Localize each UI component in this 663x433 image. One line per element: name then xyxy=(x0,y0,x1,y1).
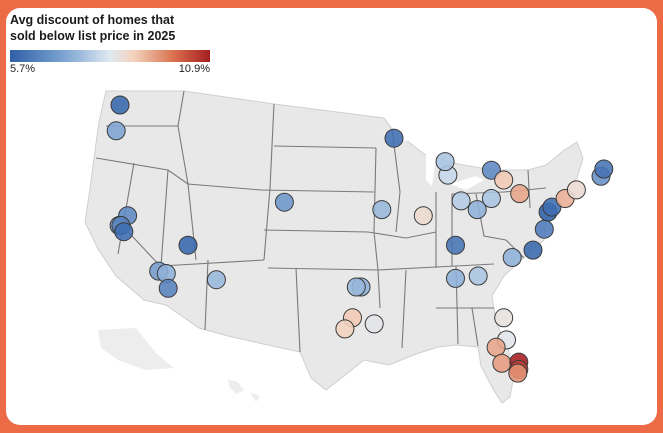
metro-dot-columbus[interactable] xyxy=(481,189,501,208)
metro-dot-miami[interactable] xyxy=(508,363,528,383)
metro-dot-baltimore[interactable] xyxy=(542,197,562,217)
metro-dot-raleigh[interactable] xyxy=(523,240,543,260)
legend-color-scale xyxy=(10,50,210,62)
metro-dot-san-jose[interactable] xyxy=(114,222,134,242)
great-lakes xyxy=(382,128,484,190)
metro-dot-milwaukee[interactable] xyxy=(435,152,455,172)
metro-dot-st-louis[interactable] xyxy=(413,206,433,226)
metro-dot-jacksonville[interactable] xyxy=(494,308,514,328)
map-card: Avg discount of homes that sold below li… xyxy=(6,8,657,425)
metro-dot-tampa[interactable] xyxy=(486,337,506,357)
metro-dot-fort-worth[interactable] xyxy=(346,277,366,297)
legend-title: Avg discount of homes that sold below li… xyxy=(10,13,176,43)
metro-dot-cincinnati[interactable] xyxy=(467,200,487,220)
alaska-silhouette xyxy=(98,328,174,370)
metro-dot-cleveland[interactable] xyxy=(494,170,514,190)
metro-dot-phoenix[interactable] xyxy=(206,270,226,290)
metro-dot-seattle[interactable] xyxy=(110,95,130,115)
metro-dot-pittsburgh[interactable] xyxy=(510,184,530,204)
legend-min-label: 5.7% xyxy=(10,63,36,75)
metro-dot-portland[interactable] xyxy=(106,121,126,141)
us-map xyxy=(84,90,614,404)
legend-max-label: 10.9% xyxy=(178,63,210,75)
metro-dot-cape-coral[interactable] xyxy=(492,353,512,373)
metro-dot-san-diego[interactable] xyxy=(158,278,178,298)
metro-dots xyxy=(106,95,614,383)
metro-dot-las-vegas[interactable] xyxy=(178,235,198,255)
legend-labels: 5.7% 10.9% xyxy=(10,62,210,76)
metro-dot-nashville[interactable] xyxy=(446,235,465,255)
metro-dot-boston[interactable] xyxy=(594,159,614,179)
metro-dot-charlotte[interactable] xyxy=(502,248,522,267)
state-borders xyxy=(95,90,547,353)
metro-dot-minneapolis[interactable] xyxy=(384,128,404,148)
metro-dot-richmond[interactable] xyxy=(534,219,554,239)
metro-dot-new-york[interactable] xyxy=(566,180,586,200)
metro-dot-kansas-city[interactable] xyxy=(372,200,392,220)
hawaii-silhouette xyxy=(228,380,260,402)
metro-dot-san-antonio[interactable] xyxy=(335,319,355,339)
metro-dot-atlanta[interactable] xyxy=(468,266,488,286)
metro-dot-houston[interactable] xyxy=(364,314,384,334)
legend: Avg discount of homes that sold below li… xyxy=(10,12,210,76)
metro-dot-denver[interactable] xyxy=(274,192,294,212)
metro-dot-indianapolis[interactable] xyxy=(451,191,471,211)
metro-dot-birmingham[interactable] xyxy=(446,268,465,288)
